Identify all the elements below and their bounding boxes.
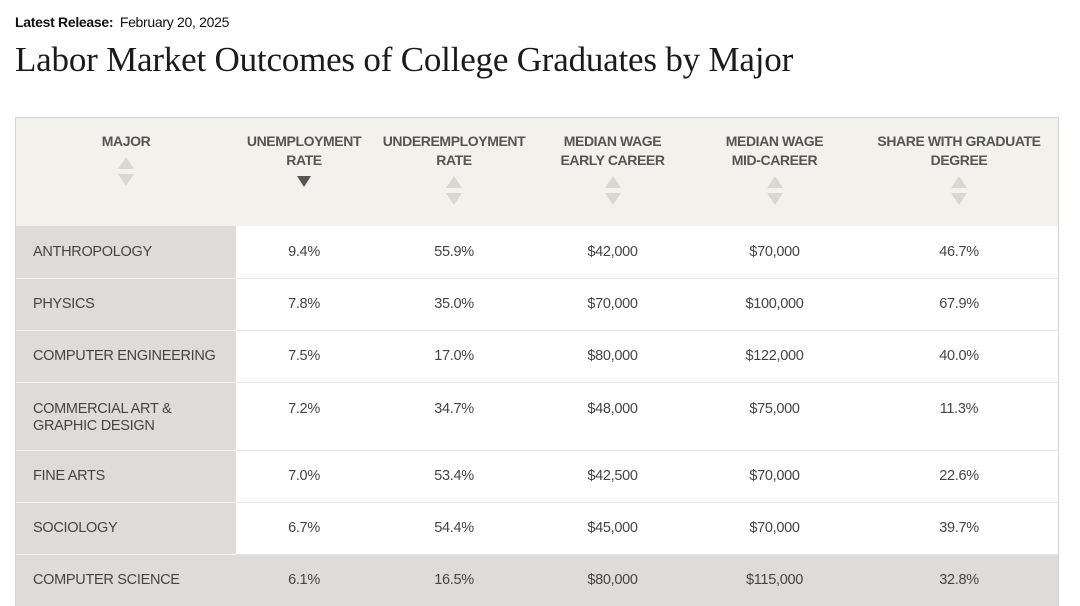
- cell-wage_early: $42,000: [536, 226, 689, 279]
- cell-underemployment: 17.0%: [372, 330, 536, 383]
- column-header-label: MEDIAN WAGE MID-CAREER: [725, 133, 824, 168]
- release-date: February 20, 2025: [119, 14, 230, 30]
- cell-grad_degree: 11.3%: [860, 382, 1058, 451]
- column-header-unemployment[interactable]: UNEMPLOYMENT RATE: [236, 118, 372, 226]
- cell-unemployment: 7.2%: [236, 382, 372, 451]
- table-row: FINE ARTS 7.0% 53.4% $42,500 $70,000 22.6%: [16, 450, 1058, 503]
- sort-control[interactable]: [866, 176, 1052, 205]
- cell-underemployment: 35.0%: [372, 278, 536, 331]
- cell-grad_degree: 46.7%: [860, 226, 1058, 279]
- major-cell: COMMERCIAL ART & GRAPHIC DESIGN: [16, 382, 236, 451]
- sort-control[interactable]: [542, 176, 683, 205]
- cell-unemployment: 6.1%: [236, 554, 372, 606]
- cell-grad_degree: 39.7%: [860, 502, 1058, 555]
- table-row: COMPUTER ENGINEERING 7.5% 17.0% $80,000 $122…: [16, 330, 1058, 383]
- cell-grad_degree: 67.9%: [860, 278, 1058, 331]
- sort-descending-icon[interactable]: [446, 193, 462, 205]
- cell-wage_mid: $100,000: [689, 278, 860, 331]
- sort-control[interactable]: [378, 176, 530, 205]
- column-header-label: UNDEREMPLOYMENT RATE: [382, 133, 526, 168]
- sort-descending-icon[interactable]: [118, 174, 134, 186]
- major-cell: ANTHROPOLOGY: [16, 226, 236, 279]
- sort-ascending-icon[interactable]: [604, 176, 621, 188]
- cell-grad_degree: 22.6%: [860, 450, 1058, 503]
- release-line: Latest Release: February 20, 2025: [15, 14, 229, 30]
- column-header-label: UNEMPLOYMENT RATE: [246, 133, 362, 168]
- cell-unemployment: 6.7%: [236, 502, 372, 555]
- cell-wage_mid: $70,000: [689, 502, 860, 555]
- cell-wage_mid: $122,000: [689, 330, 860, 383]
- cell-wage_early: $48,000: [536, 382, 689, 451]
- column-header-wage_mid[interactable]: MEDIAN WAGE MID-CAREER: [689, 118, 860, 226]
- column-header-grad_degree[interactable]: SHARE WITH GRADUATE DEGREE: [860, 118, 1058, 226]
- cell-wage_early: $80,000: [536, 330, 689, 383]
- table-row: ANTHROPOLOGY 9.4% 55.9% $42,000 $70,000 46.7%: [16, 226, 1058, 279]
- cell-wage_early: $45,000: [536, 502, 689, 555]
- header-row: MAJOR UNEMPLOYMENT RATE UNDEREMPLOYMENT RA…: [16, 118, 1058, 226]
- sort-ascending-icon[interactable]: [118, 157, 134, 169]
- table-row: COMPUTER SCIENCE 6.1% 16.5% $80,000 $115,000…: [16, 554, 1058, 606]
- sort-descending-icon[interactable]: [951, 193, 967, 205]
- cell-underemployment: 53.4%: [372, 450, 536, 503]
- table-body: ANTHROPOLOGY 9.4% 55.9% $42,000 $70,000 46.7%…: [16, 226, 1058, 606]
- cell-grad_degree: 32.8%: [860, 554, 1058, 606]
- major-cell: SOCIOLOGY: [16, 502, 236, 555]
- sort-ascending-icon[interactable]: [766, 176, 783, 188]
- outcomes-table-container: MAJOR UNEMPLOYMENT RATE UNDEREMPLOYMENT RA…: [15, 117, 1059, 606]
- sort-descending-icon[interactable]: [297, 176, 311, 187]
- cell-underemployment: 16.5%: [372, 554, 536, 606]
- column-header-label: SHARE WITH GRADUATE DEGREE: [877, 133, 1041, 168]
- sort-ascending-icon[interactable]: [951, 176, 967, 188]
- table-row: PHYSICS 7.8% 35.0% $70,000 $100,000 67.9%: [16, 278, 1058, 331]
- column-header-major[interactable]: MAJOR: [16, 118, 236, 226]
- sort-control[interactable]: [695, 176, 854, 205]
- outcomes-table: MAJOR UNEMPLOYMENT RATE UNDEREMPLOYMENT RA…: [16, 118, 1058, 606]
- cell-wage_mid: $70,000: [689, 226, 860, 279]
- sort-ascending-icon[interactable]: [446, 176, 462, 188]
- major-cell: FINE ARTS: [16, 450, 236, 503]
- cell-wage_early: $42,500: [536, 450, 689, 503]
- major-cell: COMPUTER ENGINEERING: [16, 330, 236, 383]
- sort-control[interactable]: [242, 176, 366, 187]
- cell-underemployment: 34.7%: [372, 382, 536, 451]
- sort-descending-icon[interactable]: [766, 193, 783, 205]
- cell-unemployment: 7.5%: [236, 330, 372, 383]
- column-header-underemployment[interactable]: UNDEREMPLOYMENT RATE: [372, 118, 536, 226]
- cell-wage_mid: $75,000: [689, 382, 860, 451]
- release-label: Latest Release:: [15, 14, 114, 30]
- cell-wage_early: $80,000: [536, 554, 689, 606]
- cell-underemployment: 54.4%: [372, 502, 536, 555]
- cell-underemployment: 55.9%: [372, 226, 536, 279]
- sort-descending-icon[interactable]: [604, 193, 621, 205]
- major-cell: COMPUTER SCIENCE: [16, 554, 236, 606]
- cell-wage_mid: $70,000: [689, 450, 860, 503]
- sort-control[interactable]: [22, 157, 230, 186]
- column-header-label: MEDIAN WAGE EARLY CAREER: [560, 133, 665, 168]
- cell-wage_early: $70,000: [536, 278, 689, 331]
- column-header-label: MAJOR: [101, 133, 151, 149]
- major-cell: PHYSICS: [16, 278, 236, 331]
- cell-unemployment: 7.0%: [236, 450, 372, 503]
- cell-wage_mid: $115,000: [689, 554, 860, 606]
- page-title: Labor Market Outcomes of College Graduat…: [15, 40, 794, 79]
- cell-grad_degree: 40.0%: [860, 330, 1058, 383]
- table-header: MAJOR UNEMPLOYMENT RATE UNDEREMPLOYMENT RA…: [16, 118, 1058, 226]
- table-row: SOCIOLOGY 6.7% 54.4% $45,000 $70,000 39.7%: [16, 502, 1058, 555]
- column-header-wage_early[interactable]: MEDIAN WAGE EARLY CAREER: [536, 118, 689, 226]
- table-row: COMMERCIAL ART & GRAPHIC DESIGN 7.2% 34.7%…: [16, 382, 1058, 451]
- cell-unemployment: 9.4%: [236, 226, 372, 279]
- cell-unemployment: 7.8%: [236, 278, 372, 331]
